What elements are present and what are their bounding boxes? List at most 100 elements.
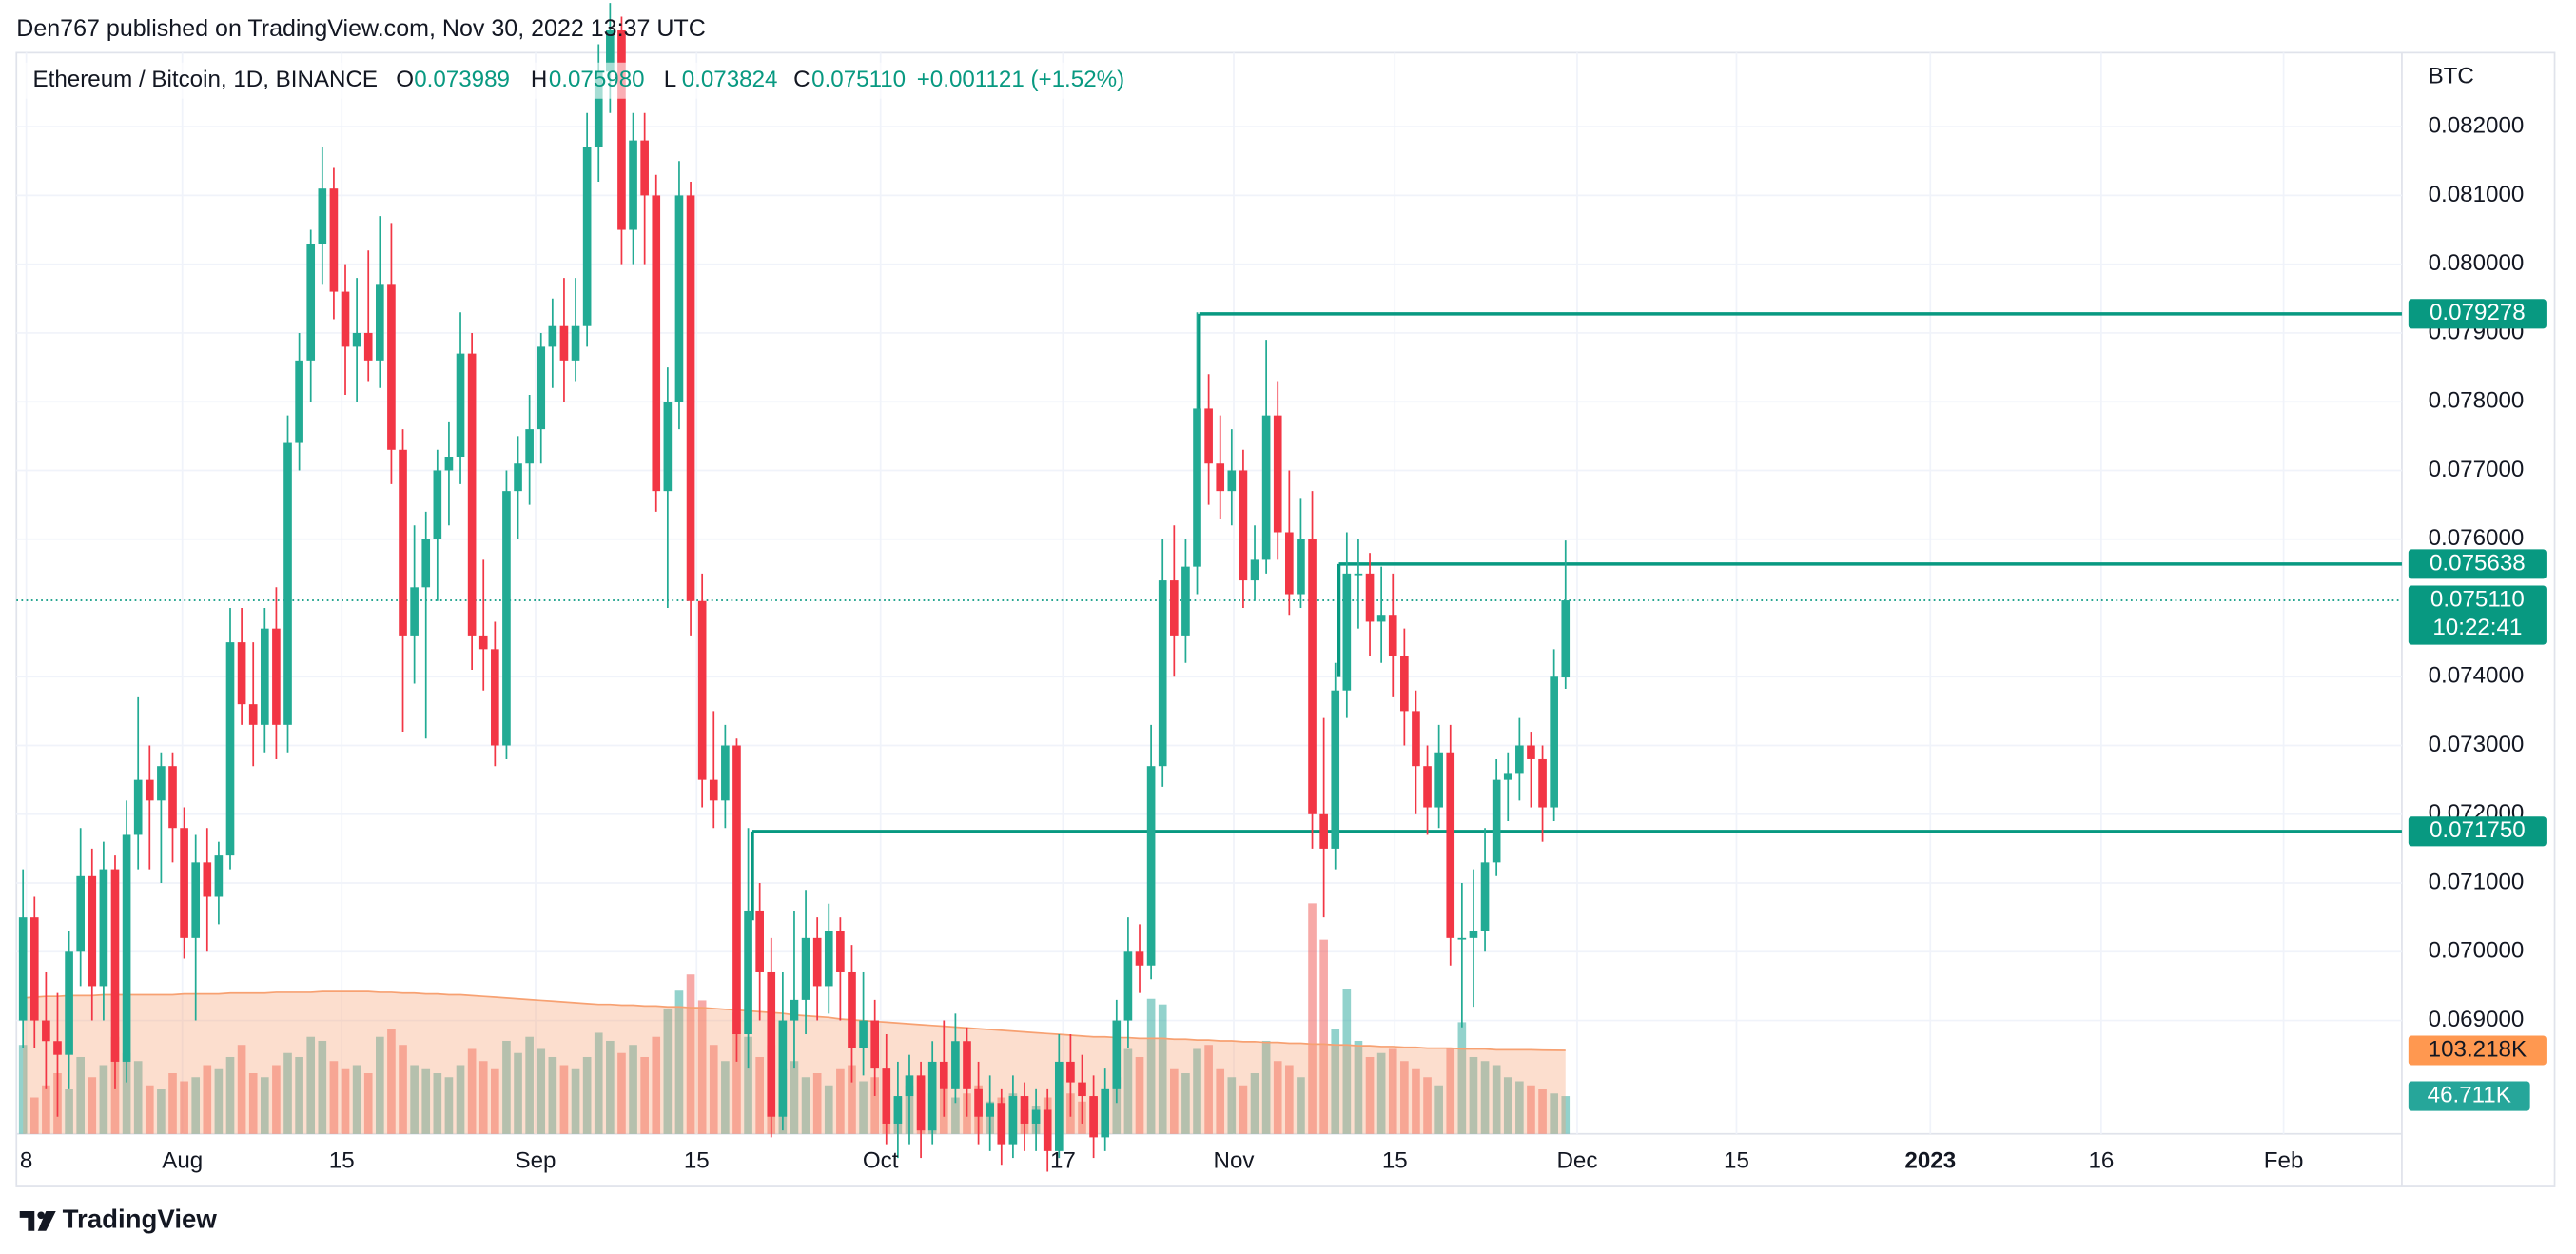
volume-bar: [537, 1048, 546, 1134]
volume-bar: [1446, 1048, 1455, 1134]
candle-body: [1227, 470, 1237, 492]
volume-bar: [478, 1061, 488, 1134]
candle-body: [318, 188, 327, 244]
volume-bar: [617, 1052, 626, 1134]
volume-bar: [1423, 1077, 1432, 1134]
level-tag-label: 0.071750: [2430, 817, 2526, 843]
candle-body: [1469, 931, 1478, 938]
volume-bar: [640, 1056, 649, 1134]
candle-body: [1503, 773, 1512, 780]
candle-body: [1342, 573, 1352, 691]
candle-body: [88, 875, 97, 987]
volume-bar: [306, 1036, 316, 1134]
volume-bar: [548, 1056, 557, 1134]
legend-value: 0.073824: [682, 67, 778, 92]
publish-header: Den767 published on TradingView.com, Nov…: [16, 15, 706, 42]
candle-body: [652, 195, 661, 492]
volume-bar: [18, 1045, 28, 1134]
level-tag: [2408, 299, 2547, 329]
candle-body: [537, 346, 546, 430]
volume-bar: [456, 1065, 465, 1134]
volume-bar: [387, 1029, 396, 1134]
x-tick-label: Nov: [1214, 1148, 1255, 1174]
volume-bar: [248, 1072, 258, 1134]
candle-body: [663, 402, 673, 492]
volume-bar: [824, 1085, 833, 1134]
volume-bar: [203, 1065, 212, 1134]
candle-body: [237, 642, 246, 705]
volume-bar: [444, 1077, 454, 1134]
x-tick-label: Dec: [1556, 1148, 1597, 1174]
candle-body: [1261, 415, 1271, 560]
volume-ma-label: 103.218K: [2429, 1036, 2527, 1062]
candle-body: [1412, 711, 1420, 767]
candle-body: [99, 869, 108, 987]
volume-bar: [744, 1036, 752, 1134]
candle-body: [525, 429, 534, 464]
candle-body: [1101, 1088, 1110, 1138]
level-tag-label: 0.079278: [2430, 300, 2526, 325]
volume-bar: [410, 1065, 419, 1134]
footer-brand: TradingView: [63, 1205, 218, 1234]
x-tick-label: 15: [1724, 1148, 1749, 1174]
candle-body: [1285, 532, 1294, 595]
candle-body: [456, 353, 465, 458]
volume-bar: [870, 1077, 879, 1134]
volume-bar: [812, 1072, 822, 1134]
chart-frame: [15, 51, 2556, 1187]
volume-tag: [2408, 1081, 2530, 1111]
x-tick-label: Sep: [516, 1148, 556, 1174]
y-tick-label: 0.073000: [2429, 732, 2525, 757]
volume-bar: [1354, 1040, 1363, 1134]
candle-body: [433, 470, 442, 539]
volume-bar: [514, 1052, 522, 1134]
volume-bar: [352, 1065, 361, 1134]
candle-body: [203, 862, 212, 897]
volume-bar: [65, 1089, 73, 1134]
candle-body: [410, 587, 419, 636]
volume-bar: [836, 1068, 845, 1134]
x-tick-label: Oct: [863, 1148, 899, 1174]
volume-bar: [1550, 1093, 1558, 1134]
candle-body: [951, 1041, 960, 1089]
candle-body: [1527, 745, 1535, 759]
legend-value: 0.075110: [811, 67, 906, 92]
volume-bar: [663, 1008, 673, 1134]
candle-body: [214, 855, 224, 897]
legend-value: 0.075980: [549, 67, 645, 92]
legend-value: 0.073989: [414, 67, 510, 92]
candle-body: [790, 999, 799, 1021]
candle-body: [870, 1020, 879, 1069]
candle-body: [272, 628, 281, 725]
axis-unit: BTC: [2429, 64, 2474, 89]
volume-bar: [363, 1072, 373, 1134]
candle-body: [376, 284, 384, 361]
x-tick-label: 17: [1050, 1148, 1076, 1174]
legend-change: +0.001121 (+1.52%): [917, 67, 1124, 92]
volume-bar: [283, 1052, 292, 1134]
candle-body: [65, 951, 73, 1055]
candle-body: [133, 779, 143, 835]
candle-body: [1112, 1020, 1122, 1089]
y-tick-label: 0.080000: [2429, 250, 2525, 276]
candle-body: [1123, 951, 1133, 1021]
candle-body: [548, 325, 557, 347]
candle-body: [306, 243, 316, 361]
candle-body: [882, 1068, 891, 1124]
volume-ma-tag: [2408, 1035, 2547, 1066]
candle-body: [1169, 580, 1179, 636]
candle-body: [122, 834, 131, 1062]
volume-bar: [421, 1068, 431, 1134]
candle-body: [778, 1020, 788, 1117]
y-tick-label: 0.078000: [2429, 388, 2525, 414]
candle-body: [963, 1041, 971, 1089]
candle-body: [1204, 408, 1213, 464]
tradingview-logo: [19, 1210, 56, 1231]
candle-body: [76, 875, 86, 952]
volume-bar: [1388, 1048, 1397, 1134]
candle-body: [514, 463, 522, 492]
volume-bar: [1538, 1089, 1547, 1134]
x-tick-label: Aug: [162, 1148, 203, 1174]
